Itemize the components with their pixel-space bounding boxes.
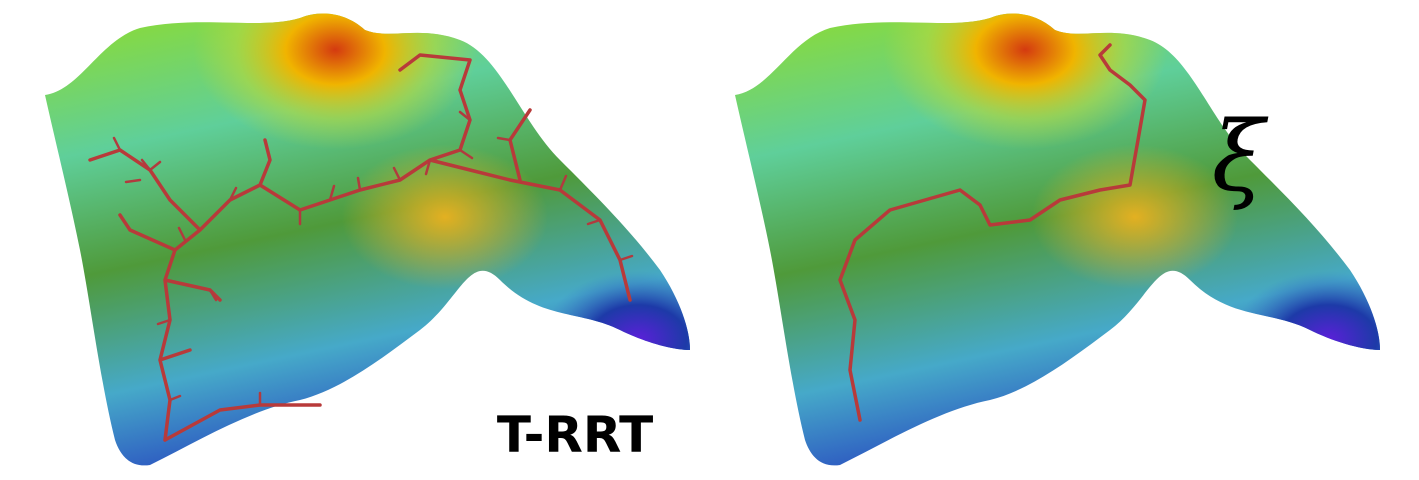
method-label: T-RRT	[497, 406, 653, 464]
page: T-RRT ξ (() => { const data = JSON.parse…	[0, 0, 1419, 480]
terrain-left	[45, 14, 690, 466]
figure: T-RRT ξ	[0, 0, 1419, 480]
symbol-label: ξ	[1212, 101, 1269, 213]
terrain-right	[735, 14, 1380, 466]
